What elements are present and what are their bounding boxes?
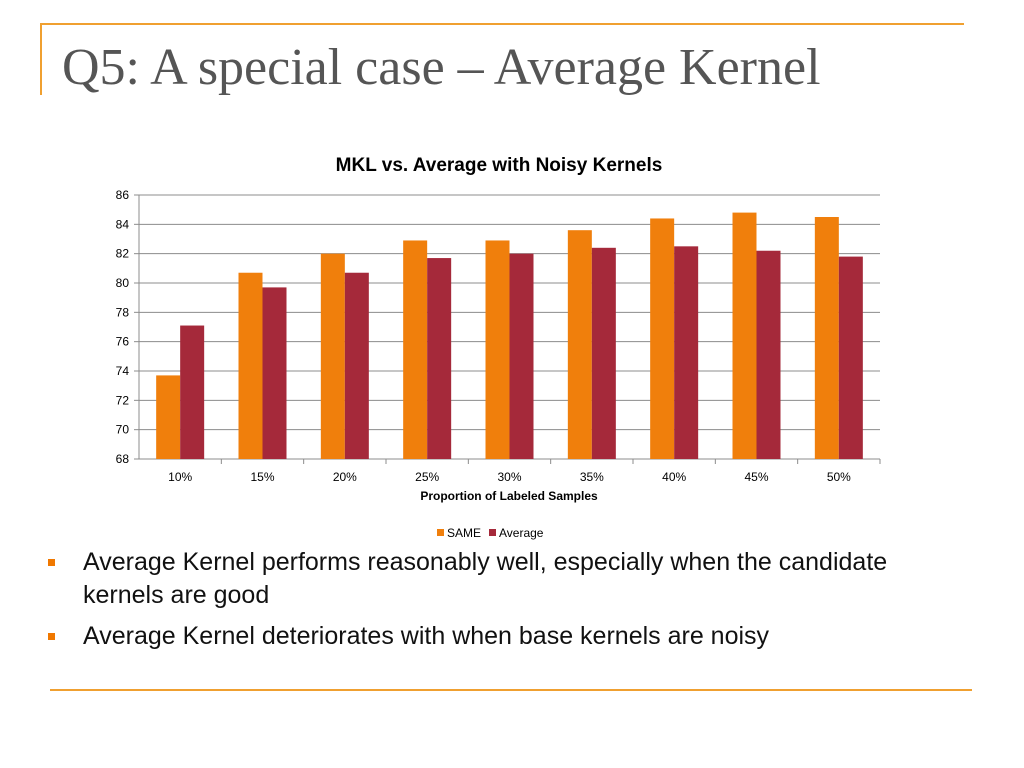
bullet-text: Average Kernel performs reasonably well,… (83, 548, 888, 609)
bar-average-45pct (756, 250, 781, 459)
bottom-rule (50, 689, 972, 691)
x-tick-label: 30% (497, 470, 521, 484)
y-tick-label: 76 (116, 335, 130, 349)
bullet-square-icon (48, 633, 55, 640)
y-tick-label: 72 (116, 393, 130, 407)
x-tick-label: 45% (744, 470, 768, 484)
legend-label-average: Average (499, 526, 544, 540)
bar-average-50pct (838, 256, 863, 459)
x-tick-label: 10% (168, 470, 192, 484)
bar-same-15pct (238, 272, 263, 459)
bar-same-25pct (403, 240, 428, 459)
y-tick-label: 78 (116, 305, 130, 319)
x-tick-label: 25% (415, 470, 439, 484)
x-tick-label: 40% (662, 470, 686, 484)
bar-average-30pct (509, 253, 534, 459)
bullet-item: Average Kernel deteriorates with when ba… (48, 620, 948, 653)
bar-average-15pct (262, 287, 287, 459)
bar-average-25pct (427, 258, 452, 459)
y-tick-label: 82 (116, 247, 130, 261)
bar-same-35pct (567, 230, 592, 459)
y-tick-label: 84 (116, 217, 130, 231)
y-tick-label: 80 (116, 276, 130, 290)
bar-same-20pct (320, 253, 345, 459)
legend-label-same: SAME (447, 526, 481, 540)
x-tick-label: 50% (827, 470, 851, 484)
bullet-square-icon (48, 559, 55, 566)
bar-same-50pct (814, 217, 839, 459)
bullet-text: Average Kernel deteriorates with when ba… (83, 622, 770, 650)
y-tick-label: 70 (116, 423, 130, 437)
x-tick-label: 35% (580, 470, 604, 484)
bar-same-30pct (485, 240, 510, 459)
top-rule (40, 23, 964, 25)
bullet-item: Average Kernel performs reasonably well,… (48, 546, 948, 612)
slide-title: Q5: A special case – Average Kernel (62, 39, 821, 96)
x-tick-label: 15% (250, 470, 274, 484)
bullet-list: Average Kernel performs reasonably well,… (48, 546, 948, 661)
y-tick-label: 86 (116, 188, 130, 202)
legend-swatch-average (489, 529, 496, 536)
bar-same-45pct (732, 212, 757, 459)
bar-average-10pct (180, 325, 205, 459)
bar-average-35pct (591, 247, 616, 459)
x-axis-label: Proportion of Labeled Samples (420, 489, 598, 503)
bar-average-40pct (674, 246, 699, 459)
y-tick-label: 68 (116, 452, 130, 466)
chart-title: MKL vs. Average with Noisy Kernels (336, 155, 663, 176)
x-tick-label: 20% (333, 470, 357, 484)
bar-same-10pct (156, 375, 181, 459)
left-rule (40, 23, 42, 95)
y-tick-label: 74 (116, 364, 130, 378)
bar-average-20pct (344, 272, 369, 459)
legend-swatch-same (437, 529, 444, 536)
bar-same-40pct (650, 218, 675, 459)
